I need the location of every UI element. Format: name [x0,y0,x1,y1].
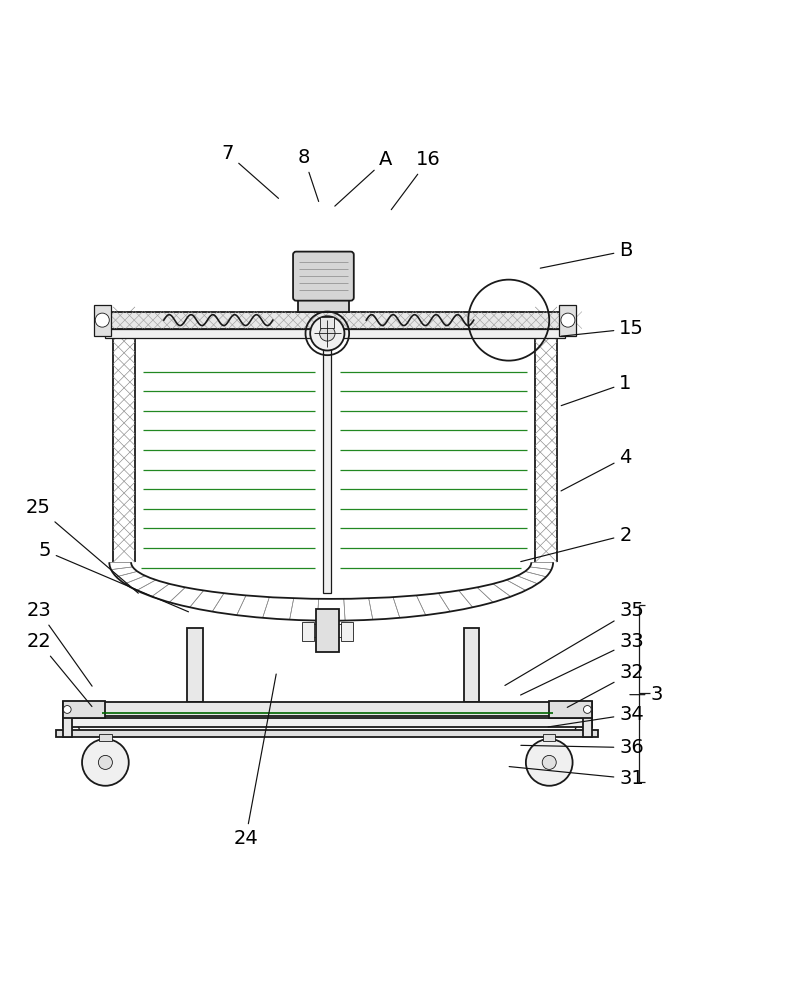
Bar [187,628,203,702]
Text: 3: 3 [630,685,663,704]
Bar [63,702,72,737]
Bar [301,622,314,641]
Text: 1: 1 [561,374,632,406]
Text: 24: 24 [233,674,276,848]
Text: 32: 32 [567,663,644,707]
Text: 16: 16 [391,150,441,210]
Bar [63,718,592,727]
Text: 2: 2 [521,526,632,562]
Bar [341,622,353,641]
Text: 22: 22 [26,632,92,707]
Circle shape [320,326,335,341]
Circle shape [561,313,575,327]
Text: 23: 23 [26,601,92,686]
Text: 5: 5 [39,541,189,612]
Circle shape [98,755,113,769]
Bar [320,317,334,328]
Bar [582,702,592,737]
Text: 34: 34 [548,705,644,727]
Circle shape [82,739,129,786]
Text: A: A [334,150,393,206]
Circle shape [310,316,345,350]
Circle shape [95,313,109,327]
Bar [464,628,479,702]
Bar [105,329,565,338]
Bar [543,734,556,741]
Bar [323,312,331,593]
Circle shape [542,755,556,769]
Bar [99,734,112,741]
Bar [94,305,111,336]
Text: 31: 31 [509,767,644,788]
Bar [63,701,105,718]
Circle shape [526,739,573,786]
Text: 33: 33 [520,632,644,695]
Bar [316,609,339,652]
Text: 25: 25 [26,498,139,593]
Text: 4: 4 [561,448,632,491]
Text: 8: 8 [297,148,319,201]
Bar [549,701,592,718]
Text: 36: 36 [521,738,644,757]
Text: 7: 7 [221,144,279,198]
Circle shape [583,706,591,713]
Text: 15: 15 [561,319,645,338]
Text: 35: 35 [505,601,645,685]
Bar [57,730,598,737]
Circle shape [63,706,71,713]
Bar [298,298,349,312]
Bar [63,702,592,716]
FancyBboxPatch shape [293,252,354,301]
Text: B: B [541,241,633,268]
Bar [560,305,577,336]
Bar [98,312,573,329]
